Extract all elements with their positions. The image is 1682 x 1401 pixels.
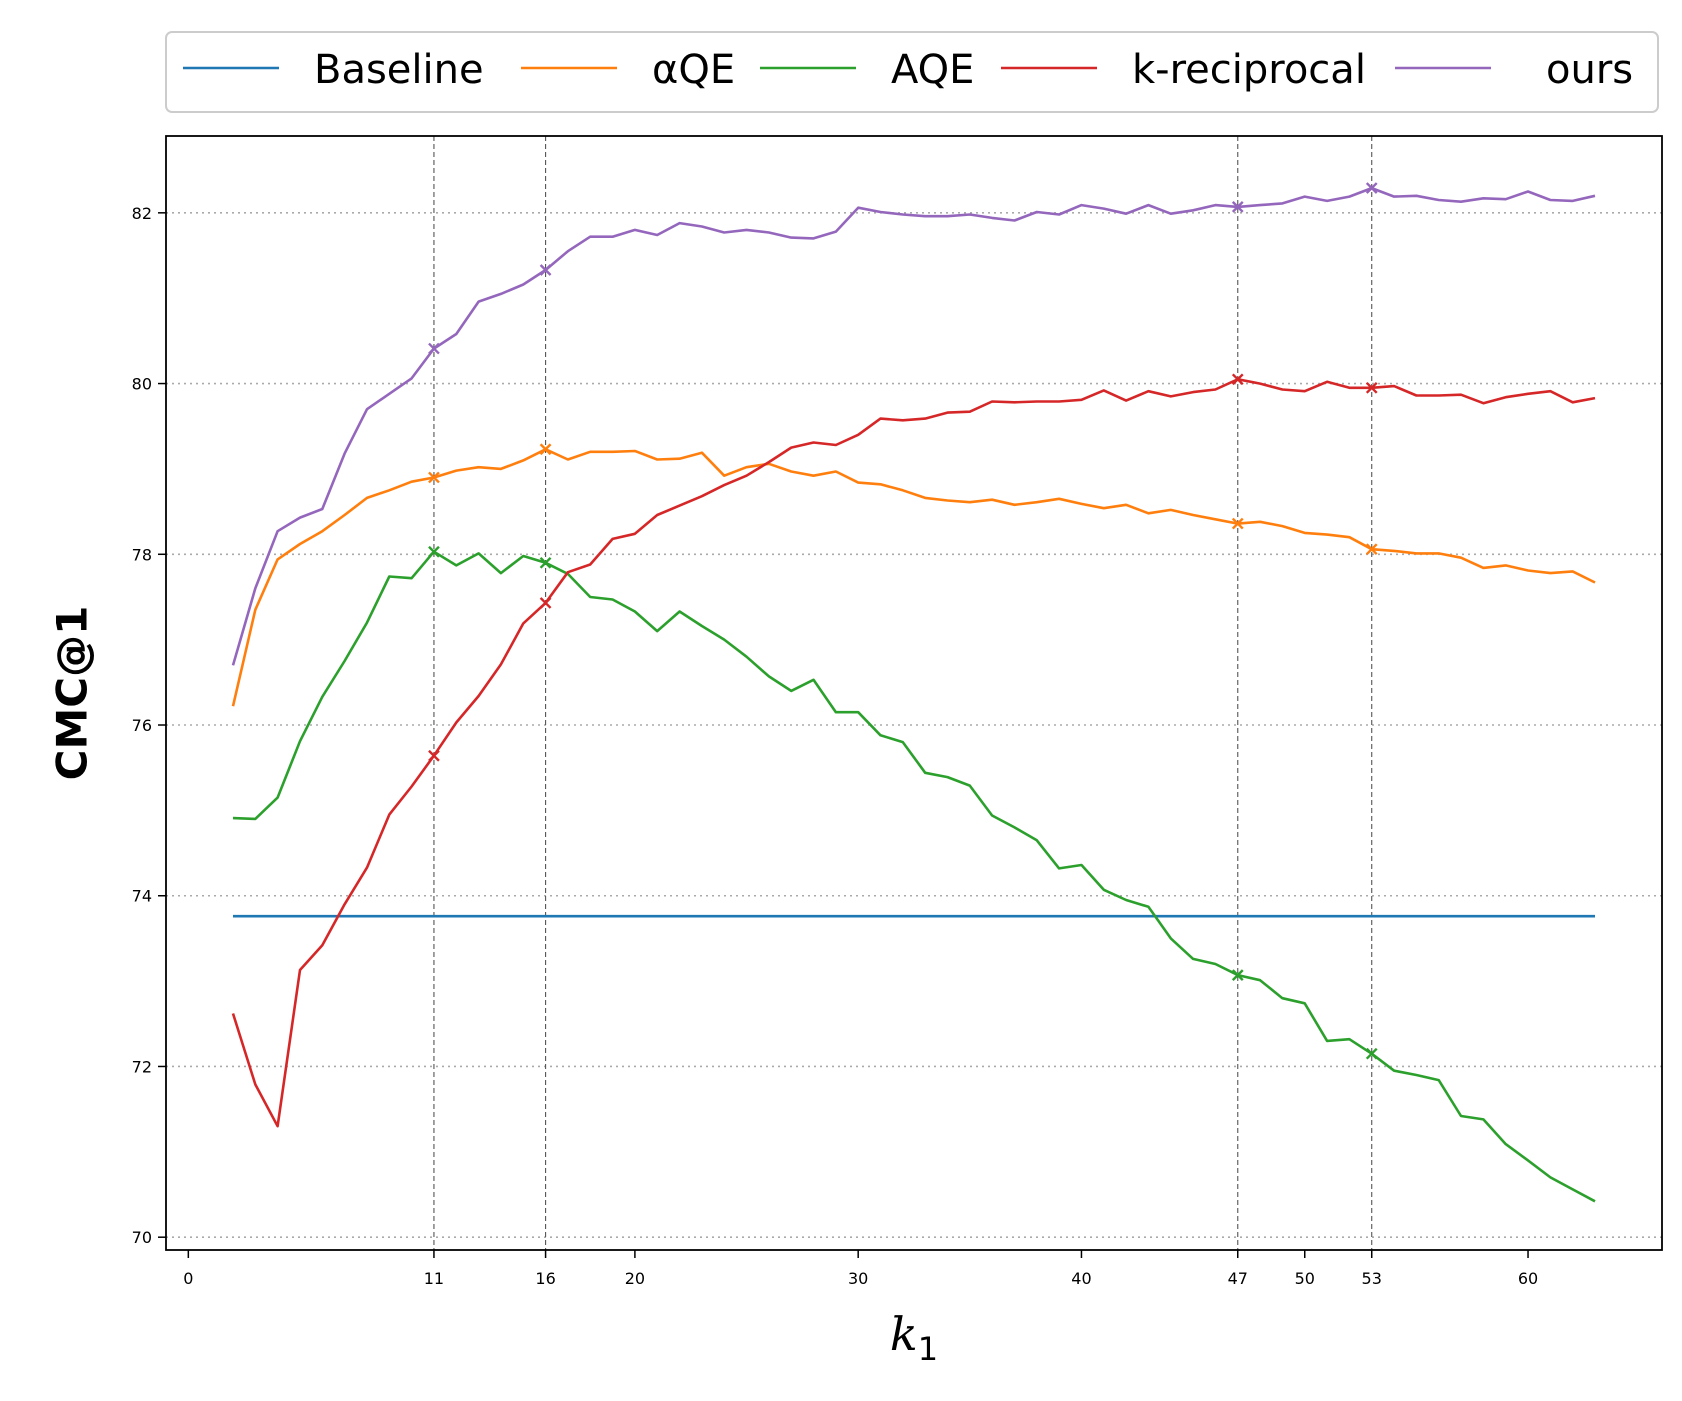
tick-layer: 0 11 16 20 30 40 47 50 53 60 70 72 74 76 78 80 82 bbox=[132, 204, 1539, 1288]
x-tick-label: 40 bbox=[1071, 1269, 1091, 1288]
legend: Baseline αQE AQE k-reciprocal ours bbox=[165, 31, 1659, 113]
marker-stroke bbox=[428, 749, 440, 762]
legend-item: Baseline bbox=[183, 47, 484, 93]
marker-stroke bbox=[539, 264, 552, 276]
x-tick-label: 16 bbox=[535, 1269, 555, 1288]
series-line bbox=[231, 377, 1596, 1128]
legend-label: αQE bbox=[652, 47, 735, 93]
legend-item: αQE bbox=[521, 47, 735, 93]
y-tick-label: 78 bbox=[132, 545, 152, 564]
x-tick-label: 0 bbox=[183, 1269, 193, 1288]
data-point-marker bbox=[1231, 373, 1244, 386]
data-point-marker bbox=[539, 264, 552, 276]
series-line bbox=[232, 550, 1596, 1203]
x-tick-label: 47 bbox=[1228, 1269, 1248, 1288]
marker-stroke bbox=[539, 597, 552, 609]
marker-stroke bbox=[1365, 543, 1378, 556]
marker-stroke bbox=[1231, 969, 1244, 981]
marker-stroke bbox=[428, 545, 440, 558]
legend-label: Baseline bbox=[314, 47, 484, 93]
series-AQE bbox=[232, 545, 1596, 1203]
series-ours bbox=[231, 182, 1596, 666]
marker-stroke bbox=[1231, 373, 1244, 386]
data-point-marker bbox=[1231, 969, 1244, 981]
marker-stroke bbox=[539, 556, 552, 569]
legend-item: AQE bbox=[760, 47, 974, 93]
x-axis-label-main: k bbox=[890, 1307, 918, 1361]
marker-stroke bbox=[428, 471, 440, 484]
plot-frame bbox=[165, 135, 1663, 1251]
x-tick-label: 60 bbox=[1518, 1269, 1538, 1288]
legend-item: ours bbox=[1395, 47, 1633, 93]
data-point-marker bbox=[428, 471, 440, 484]
legend-label: AQE bbox=[891, 47, 974, 93]
legend-label: k-reciprocal bbox=[1132, 47, 1366, 93]
y-tick-label: 74 bbox=[132, 887, 152, 906]
marker-stroke bbox=[1365, 1047, 1378, 1060]
y-tick-label: 76 bbox=[132, 716, 152, 735]
x-tick-label: 11 bbox=[424, 1269, 444, 1288]
y-tick-label: 80 bbox=[132, 375, 152, 394]
x-tick-label: 53 bbox=[1362, 1269, 1382, 1288]
x-axis-label: k1 bbox=[890, 1307, 938, 1368]
x-axis-label-subscript: 1 bbox=[918, 1330, 938, 1368]
series-αQE bbox=[231, 443, 1596, 707]
x-tick-label: 30 bbox=[848, 1269, 868, 1288]
legend-frame bbox=[165, 31, 1659, 113]
data-point-marker bbox=[1365, 381, 1378, 394]
series-line bbox=[231, 186, 1596, 666]
marker-stroke bbox=[428, 342, 440, 355]
data-point-marker bbox=[539, 597, 552, 609]
marker-stroke bbox=[1365, 381, 1378, 394]
y-tick-label: 70 bbox=[132, 1228, 152, 1247]
marker-stroke bbox=[539, 443, 552, 456]
y-tick-label: 82 bbox=[132, 204, 152, 223]
x-tick-label: 20 bbox=[625, 1269, 645, 1288]
data-point-marker bbox=[1231, 201, 1244, 213]
x-tick-label: 50 bbox=[1295, 1269, 1315, 1288]
data-point-marker bbox=[428, 342, 440, 355]
marker-stroke bbox=[1365, 182, 1378, 194]
data-point-marker bbox=[428, 545, 440, 558]
data-point-marker bbox=[539, 556, 552, 569]
y-tick-label: 72 bbox=[132, 1057, 152, 1076]
marker-stroke bbox=[1231, 201, 1244, 213]
data-point-marker bbox=[428, 749, 440, 762]
y-axis-label: CMC@1 bbox=[48, 606, 97, 781]
series-k-reciprocal bbox=[231, 373, 1596, 1128]
series-line bbox=[231, 447, 1596, 707]
series-layer bbox=[231, 182, 1596, 1203]
data-point-marker bbox=[1365, 182, 1378, 194]
legend-label: ours bbox=[1546, 47, 1633, 93]
data-point-marker bbox=[1365, 543, 1378, 556]
legend-item: k-reciprocal bbox=[1001, 47, 1366, 93]
marker-stroke bbox=[1231, 517, 1244, 530]
grid-layer bbox=[166, 136, 1662, 1250]
data-point-marker bbox=[1365, 1047, 1378, 1060]
data-point-marker bbox=[539, 443, 552, 456]
data-point-marker bbox=[1231, 517, 1244, 530]
